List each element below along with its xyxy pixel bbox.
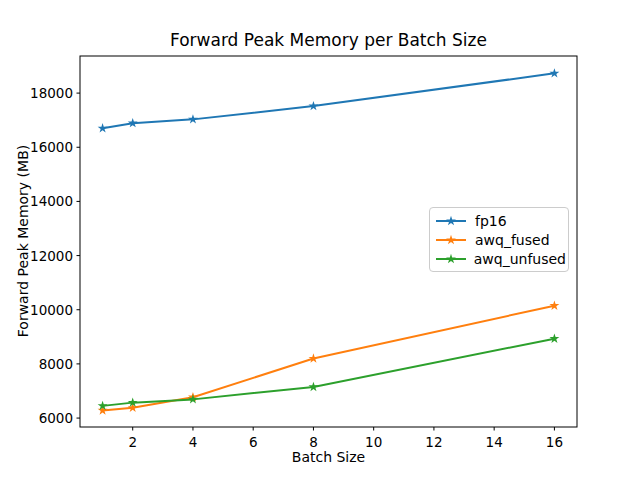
y-axis-label: Forward Peak Memory (MB) <box>15 141 31 341</box>
legend-label-awq_unfused: awq_unfused <box>474 252 566 266</box>
series-line-fp16 <box>103 73 555 128</box>
y-tick-label: 6000 <box>39 410 73 426</box>
legend-marker-awq_unfused <box>434 252 467 266</box>
y-tick-label: 16000 <box>30 139 73 155</box>
x-tick-label: 4 <box>189 434 198 450</box>
legend-marker-fp16 <box>434 214 468 228</box>
legend-label-awq_fused: awq_fused <box>475 233 550 247</box>
marker-star-awq_unfused <box>549 334 559 343</box>
legend-marker-awq_fused <box>434 233 468 247</box>
chart-title: Forward Peak Memory per Batch Size <box>80 30 577 50</box>
series-line-awq_unfused <box>103 339 555 406</box>
x-axis-label: Batch Size <box>80 449 577 465</box>
legend-label-fp16: fp16 <box>475 214 507 228</box>
y-tick-label: 10000 <box>30 302 73 318</box>
marker-star-awq_fused <box>549 300 559 309</box>
y-tick-label: 18000 <box>30 85 73 101</box>
x-tick-label: 8 <box>309 434 318 450</box>
x-tick-label: 10 <box>365 434 382 450</box>
x-tick-label: 12 <box>425 434 442 450</box>
legend-entry-awq_unfused: awq_unfused <box>434 252 566 266</box>
x-tick-label: 16 <box>546 434 563 450</box>
x-tick-label: 2 <box>128 434 137 450</box>
legend: fp16 awq_fused awq_unfused <box>429 207 569 272</box>
matplotlib-figure: 6000 8000 10000 12000 14000 16000 18000 2 4 6 8 10 1… <box>0 0 640 480</box>
x-tick-label: 6 <box>249 434 258 450</box>
legend-entry-fp16: fp16 <box>434 214 566 228</box>
series-line-awq_fused <box>103 306 555 411</box>
y-tick-label: 8000 <box>39 356 73 372</box>
y-tick-label: 14000 <box>30 193 73 209</box>
legend-entry-awq_fused: awq_fused <box>434 233 566 247</box>
x-tick-label: 14 <box>486 434 503 450</box>
y-tick-label: 12000 <box>30 248 73 264</box>
